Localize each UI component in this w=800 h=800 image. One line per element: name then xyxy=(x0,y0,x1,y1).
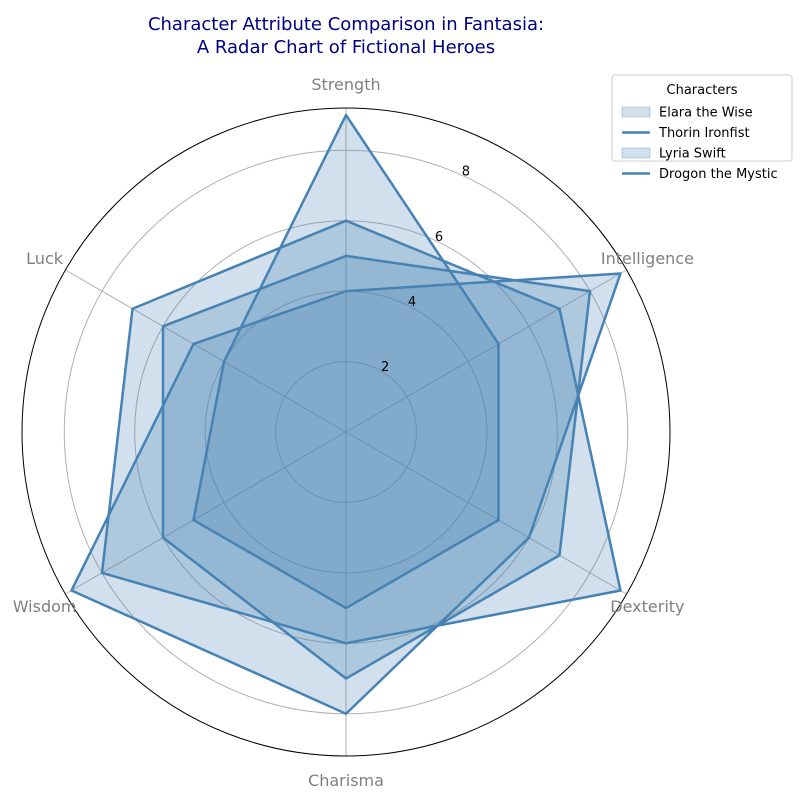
series-group xyxy=(70,113,622,715)
series-fill-drogon-the-mystic xyxy=(71,273,621,714)
axis-label-luck: Luck xyxy=(26,249,64,268)
legend: Characters Elara the Wise Thorin Ironfist… xyxy=(611,74,793,182)
spoke-wisdom xyxy=(65,431,347,595)
legend-title: Characters xyxy=(667,83,738,98)
tick-label-2: 2 xyxy=(381,360,389,375)
series-fill-elara-the-wise xyxy=(163,255,590,679)
series-line-elara-the-wise xyxy=(161,254,592,680)
spoke-luck xyxy=(65,269,347,433)
legend-label-drogon-the-mystic: Drogon the Mystic xyxy=(659,167,778,182)
legend-swatch-lyria-swift xyxy=(621,147,651,159)
legend-label-elara-the-wise: Elara the Wise xyxy=(659,106,753,121)
axis-label-intelligence: Intelligence xyxy=(601,249,694,268)
axis-label-charisma: Charisma xyxy=(308,771,384,790)
legend-label-lyria-swift: Lyria Swift xyxy=(659,147,726,162)
chart-title-line-2: A Radar Chart of Fictional Heroes xyxy=(197,37,495,58)
outer-frame xyxy=(21,107,671,757)
chart-title-line-1: Character Attribute Comparison in Fantas… xyxy=(148,14,544,35)
tick-label-6: 6 xyxy=(435,230,443,245)
legend-swatch-elara-the-wise xyxy=(621,106,651,118)
series-line-thorin-ironfist xyxy=(192,113,500,610)
axis-label-wisdom: Wisdom xyxy=(13,597,77,616)
legend-items: Elara the Wise Thorin Ironfist Lyria Swift… xyxy=(621,106,778,182)
legend-frame xyxy=(611,74,793,162)
series-line-lyria-swift xyxy=(100,219,622,645)
series-line-drogon-the-mystic xyxy=(70,272,622,715)
axis-label-strength: Strength xyxy=(311,75,380,94)
series-fill-thorin-ironfist xyxy=(193,115,499,609)
tick-label-4: 4 xyxy=(408,295,416,310)
series-fill-lyria-swift xyxy=(102,220,621,644)
axis-label-dexterity: Dexterity xyxy=(610,597,684,616)
tick-label-8: 8 xyxy=(462,165,470,180)
spoke-dexterity xyxy=(345,431,627,595)
legend-label-thorin-ironfist: Thorin Ironfist xyxy=(658,126,750,141)
radial-tick-labels: 2 4 6 8 xyxy=(381,165,470,375)
axis-labels: Strength Intelligence Dexterity Charisma Wis… xyxy=(13,75,694,790)
spoke-intelligence xyxy=(345,269,627,433)
